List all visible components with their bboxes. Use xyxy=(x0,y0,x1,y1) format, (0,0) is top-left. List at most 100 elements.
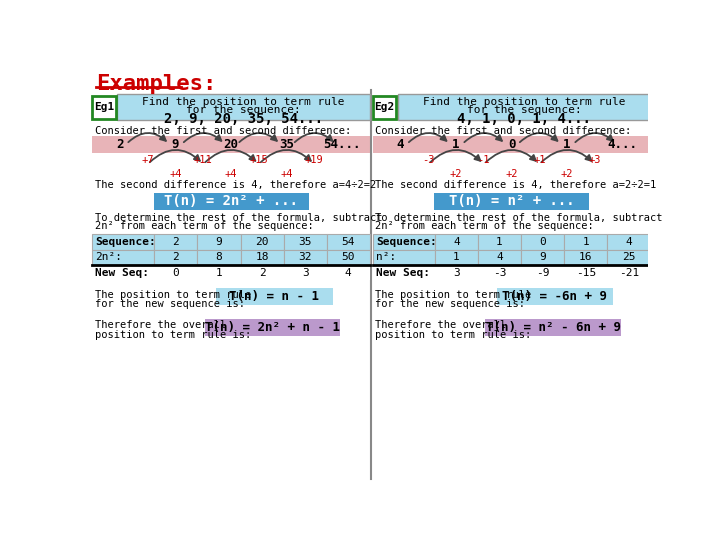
Text: +15: +15 xyxy=(249,156,268,165)
Bar xyxy=(521,249,564,265)
Text: T(n) = n² - 6n + 9: T(n) = n² - 6n + 9 xyxy=(485,321,621,334)
Bar xyxy=(197,249,240,265)
Bar xyxy=(154,234,197,249)
Text: Examples:: Examples: xyxy=(96,74,217,94)
Bar xyxy=(564,234,607,249)
Bar xyxy=(327,249,370,265)
Text: 18: 18 xyxy=(256,252,269,262)
Text: T(n) = n - 1: T(n) = n - 1 xyxy=(230,290,320,303)
Text: 4, 1, 0, 1, 4...: 4, 1, 0, 1, 4... xyxy=(457,112,591,126)
Text: 1: 1 xyxy=(582,237,589,247)
Text: 2: 2 xyxy=(117,138,124,151)
Text: 1: 1 xyxy=(563,138,571,151)
Text: The second difference is 4, therefore a=2÷2=1: The second difference is 4, therefore a=… xyxy=(375,180,657,190)
Text: Find the position to term rule: Find the position to term rule xyxy=(143,97,345,107)
Text: New Seq:: New Seq: xyxy=(96,268,150,278)
Text: 4...: 4... xyxy=(608,138,638,151)
Text: T(n) = 2n² + ...: T(n) = 2n² + ... xyxy=(164,194,298,208)
Text: +19: +19 xyxy=(305,156,324,165)
Text: 1: 1 xyxy=(496,237,503,247)
Text: 54...: 54... xyxy=(323,138,361,151)
Text: +11: +11 xyxy=(194,156,212,165)
Text: +4: +4 xyxy=(169,169,182,179)
Bar xyxy=(327,265,370,280)
Text: 2n² from each term of the sequence:: 2n² from each term of the sequence: xyxy=(94,221,313,231)
Bar xyxy=(240,234,284,249)
Bar xyxy=(564,265,607,280)
Bar xyxy=(240,265,284,280)
Bar xyxy=(153,193,309,210)
Bar xyxy=(92,249,154,265)
Text: To determine the rest of the formula, subtract: To determine the rest of the formula, su… xyxy=(94,213,382,222)
Text: 54: 54 xyxy=(341,237,355,247)
Bar xyxy=(197,234,240,249)
Bar xyxy=(327,234,370,249)
Text: 1: 1 xyxy=(453,252,460,262)
Text: Eg2: Eg2 xyxy=(374,102,395,112)
Text: position to term rule is:: position to term rule is: xyxy=(94,330,251,340)
Text: T(n) = 2n² + n - 1: T(n) = 2n² + n - 1 xyxy=(205,321,340,334)
Text: T(n) = n² + ...: T(n) = n² + ... xyxy=(449,194,575,208)
Bar xyxy=(284,265,327,280)
Text: 4: 4 xyxy=(345,268,351,278)
Bar xyxy=(92,234,154,249)
Text: 50: 50 xyxy=(341,252,355,262)
Bar xyxy=(607,249,650,265)
Text: -3: -3 xyxy=(492,268,506,278)
Text: 0: 0 xyxy=(173,268,179,278)
Text: 9: 9 xyxy=(215,237,222,247)
Bar xyxy=(478,249,521,265)
Text: +2: +2 xyxy=(505,169,518,179)
Text: 2, 9, 20, 35, 54...: 2, 9, 20, 35, 54... xyxy=(164,112,323,126)
Bar xyxy=(478,265,521,280)
Text: -9: -9 xyxy=(536,268,549,278)
Text: 35: 35 xyxy=(298,237,312,247)
Bar xyxy=(607,234,650,249)
Text: 4: 4 xyxy=(453,237,460,247)
Bar xyxy=(204,319,341,336)
Bar xyxy=(373,136,650,153)
Text: -1: -1 xyxy=(477,156,490,165)
Text: New Seq:: New Seq: xyxy=(376,268,430,278)
Text: 2n² from each term of the sequence:: 2n² from each term of the sequence: xyxy=(375,221,594,231)
Text: +3: +3 xyxy=(588,156,601,165)
Bar xyxy=(497,288,613,305)
Bar xyxy=(521,265,564,280)
Bar xyxy=(240,249,284,265)
Text: The position to term rule: The position to term rule xyxy=(375,289,531,300)
Text: The position to term rule: The position to term rule xyxy=(94,289,251,300)
Text: 9: 9 xyxy=(172,138,179,151)
Text: 2: 2 xyxy=(173,237,179,247)
Text: -3: -3 xyxy=(422,156,435,165)
Text: for the sequence:: for the sequence: xyxy=(467,105,581,115)
Text: n²:: n²: xyxy=(376,252,396,262)
Text: 16: 16 xyxy=(579,252,593,262)
Bar xyxy=(607,265,650,280)
Text: Sequence:: Sequence: xyxy=(376,237,437,247)
Bar xyxy=(373,265,435,280)
Text: The second difference is 4, therefore a=4÷2=2: The second difference is 4, therefore a=… xyxy=(94,180,376,190)
Text: Find the position to term rule: Find the position to term rule xyxy=(423,97,625,107)
Text: T(n) = -6n + 9: T(n) = -6n + 9 xyxy=(503,290,608,303)
Text: +2: +2 xyxy=(450,169,462,179)
Bar xyxy=(216,288,333,305)
Text: +4: +4 xyxy=(225,169,238,179)
Bar xyxy=(154,249,197,265)
Text: 0: 0 xyxy=(539,237,546,247)
Text: 9: 9 xyxy=(539,252,546,262)
Text: Consider the first and second difference:: Consider the first and second difference… xyxy=(94,126,351,136)
Bar xyxy=(478,234,521,249)
Text: 2: 2 xyxy=(173,252,179,262)
Bar xyxy=(92,96,116,119)
Text: 4: 4 xyxy=(626,237,632,247)
Bar xyxy=(373,234,435,249)
Bar xyxy=(154,265,197,280)
Text: +1: +1 xyxy=(533,156,546,165)
Text: +2: +2 xyxy=(561,169,573,179)
Text: position to term rule is:: position to term rule is: xyxy=(375,330,531,340)
Text: Therefore the overall: Therefore the overall xyxy=(375,320,506,330)
Bar xyxy=(435,234,478,249)
Text: for the new sequence is:: for the new sequence is: xyxy=(375,299,525,309)
Text: +4: +4 xyxy=(280,169,293,179)
Bar xyxy=(373,249,435,265)
